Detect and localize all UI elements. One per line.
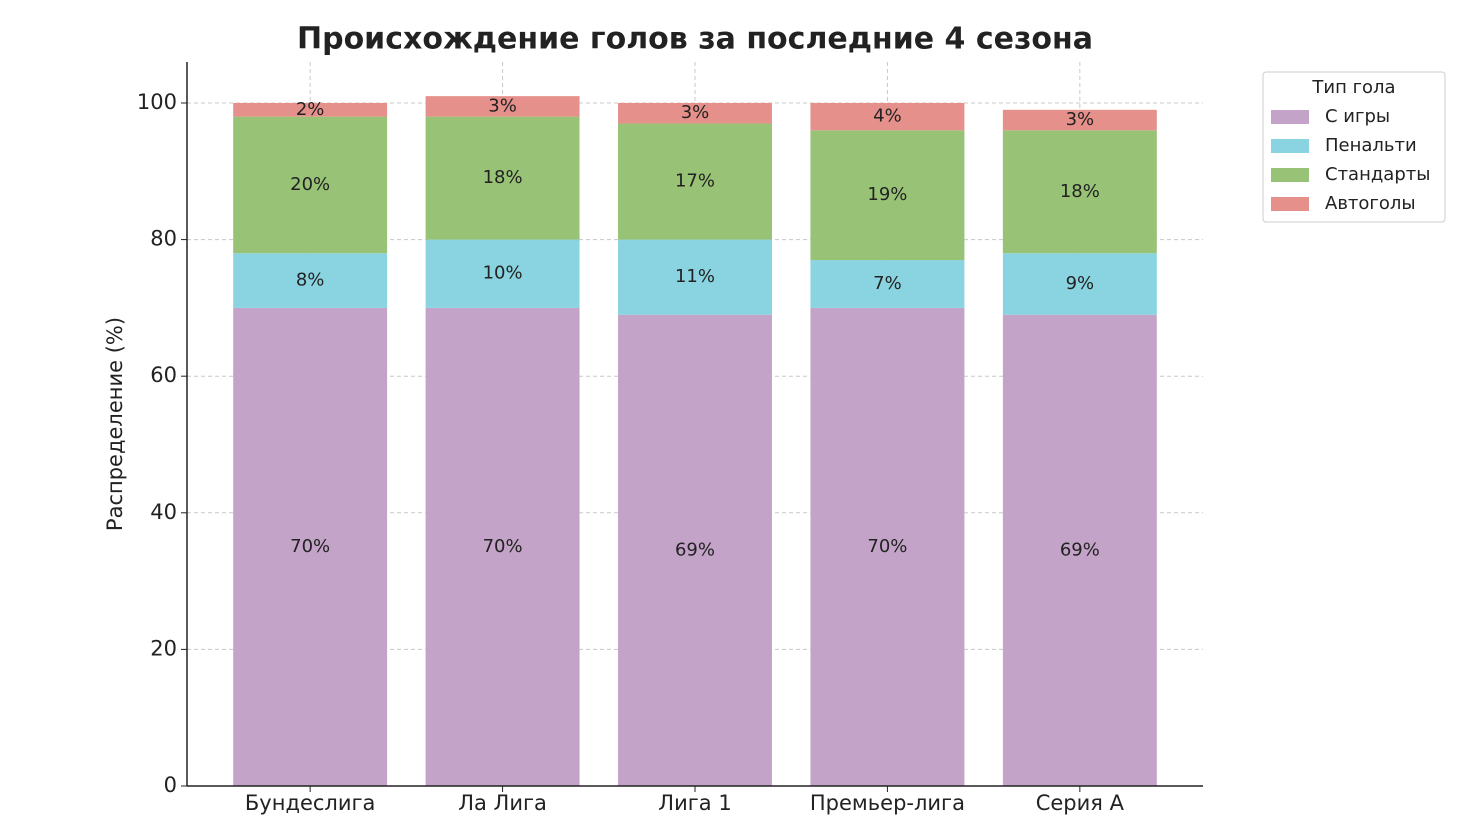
value-label: 3% xyxy=(488,95,517,116)
value-label: 10% xyxy=(483,263,523,284)
value-label: 18% xyxy=(483,167,523,188)
value-label: 4% xyxy=(873,106,902,127)
value-label: 7% xyxy=(873,273,902,294)
bar-segment xyxy=(425,239,580,308)
legend: Тип гола xyxy=(1262,71,1446,223)
y-tick-label: 40 xyxy=(150,500,177,524)
bar-segment xyxy=(425,307,580,786)
x-tick-label: Ла Лига xyxy=(458,791,547,815)
value-label: 18% xyxy=(1060,181,1100,202)
x-tick-label: Серия A xyxy=(1036,791,1125,815)
legend-swatch xyxy=(1271,139,1309,153)
value-label: 69% xyxy=(1060,539,1100,560)
y-tick-label: 80 xyxy=(150,227,177,251)
bar-segment xyxy=(233,116,388,254)
bar-segment xyxy=(425,96,580,117)
value-label: 3% xyxy=(1066,109,1095,130)
bar-segment xyxy=(618,314,772,786)
bar-segment xyxy=(1002,109,1157,131)
legend-label: Автоголы xyxy=(1325,193,1416,214)
value-label: 11% xyxy=(675,266,715,287)
legend-swatch xyxy=(1271,168,1309,182)
value-label: 20% xyxy=(290,174,330,195)
legend-label: Пенальти xyxy=(1325,135,1417,156)
bar-segment xyxy=(618,102,772,124)
value-label: 3% xyxy=(681,102,710,123)
value-label: 70% xyxy=(867,536,907,557)
y-tick-label: 100 xyxy=(137,90,177,114)
legend-title: Тип гола xyxy=(1311,77,1395,98)
value-label: 69% xyxy=(675,539,715,560)
x-tick-label: Лига 1 xyxy=(658,791,731,815)
x-tick-label: Премьер-лига xyxy=(810,791,965,815)
y-axis-label: Распределение (%) xyxy=(103,317,127,531)
bar-segment xyxy=(1002,130,1157,254)
bar-segment xyxy=(810,260,965,308)
value-label: 19% xyxy=(867,184,907,205)
bar-segment xyxy=(233,307,388,786)
value-label: 9% xyxy=(1066,273,1095,294)
bar-segment xyxy=(233,102,388,117)
bar-segment xyxy=(810,130,965,261)
bar-segment xyxy=(618,239,772,315)
bar-segment xyxy=(233,253,388,308)
legend-label: Стандарты xyxy=(1325,164,1430,185)
x-tick-label: Бундеслига xyxy=(245,791,376,815)
bar-segment xyxy=(810,307,965,786)
y-tick-label: 20 xyxy=(150,636,177,660)
legend-swatch xyxy=(1271,197,1309,211)
bar-segment xyxy=(810,102,965,131)
value-label: 2% xyxy=(296,99,325,120)
bar-segment xyxy=(425,116,580,240)
value-label: 8% xyxy=(296,270,325,291)
bar-segment xyxy=(1002,314,1157,786)
y-tick-label: 60 xyxy=(150,363,177,387)
bar-segment xyxy=(618,123,772,240)
y-tick-label: 0 xyxy=(164,773,177,797)
bar-segment xyxy=(1002,253,1157,315)
value-label: 70% xyxy=(483,536,523,557)
legend-label: С игры xyxy=(1325,106,1390,127)
chart-title: Происхождение голов за последние 4 сезон… xyxy=(297,22,1093,57)
legend-box xyxy=(1262,71,1446,223)
value-label: 17% xyxy=(675,171,715,192)
legend-swatch xyxy=(1271,110,1309,124)
value-label: 70% xyxy=(290,536,330,557)
